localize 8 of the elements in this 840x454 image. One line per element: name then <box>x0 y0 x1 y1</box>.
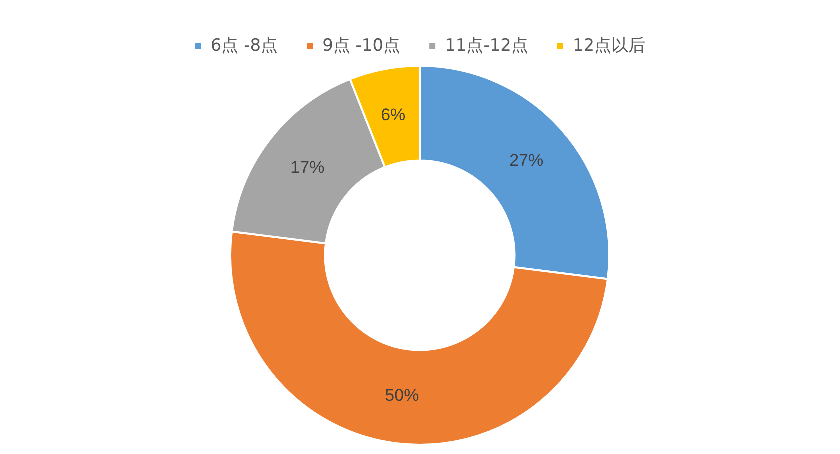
data-label: 6% <box>381 106 406 125</box>
legend-label: 11点-12点 <box>445 36 528 56</box>
data-label: 50% <box>385 386 420 406</box>
data-label: 27% <box>510 151 544 170</box>
legend-label: 9点 -10点 <box>322 36 401 56</box>
legend-label: 12点以后 <box>572 36 646 56</box>
data-label: 17% <box>290 158 325 178</box>
legend-label: 6点 -8点 <box>210 36 278 56</box>
